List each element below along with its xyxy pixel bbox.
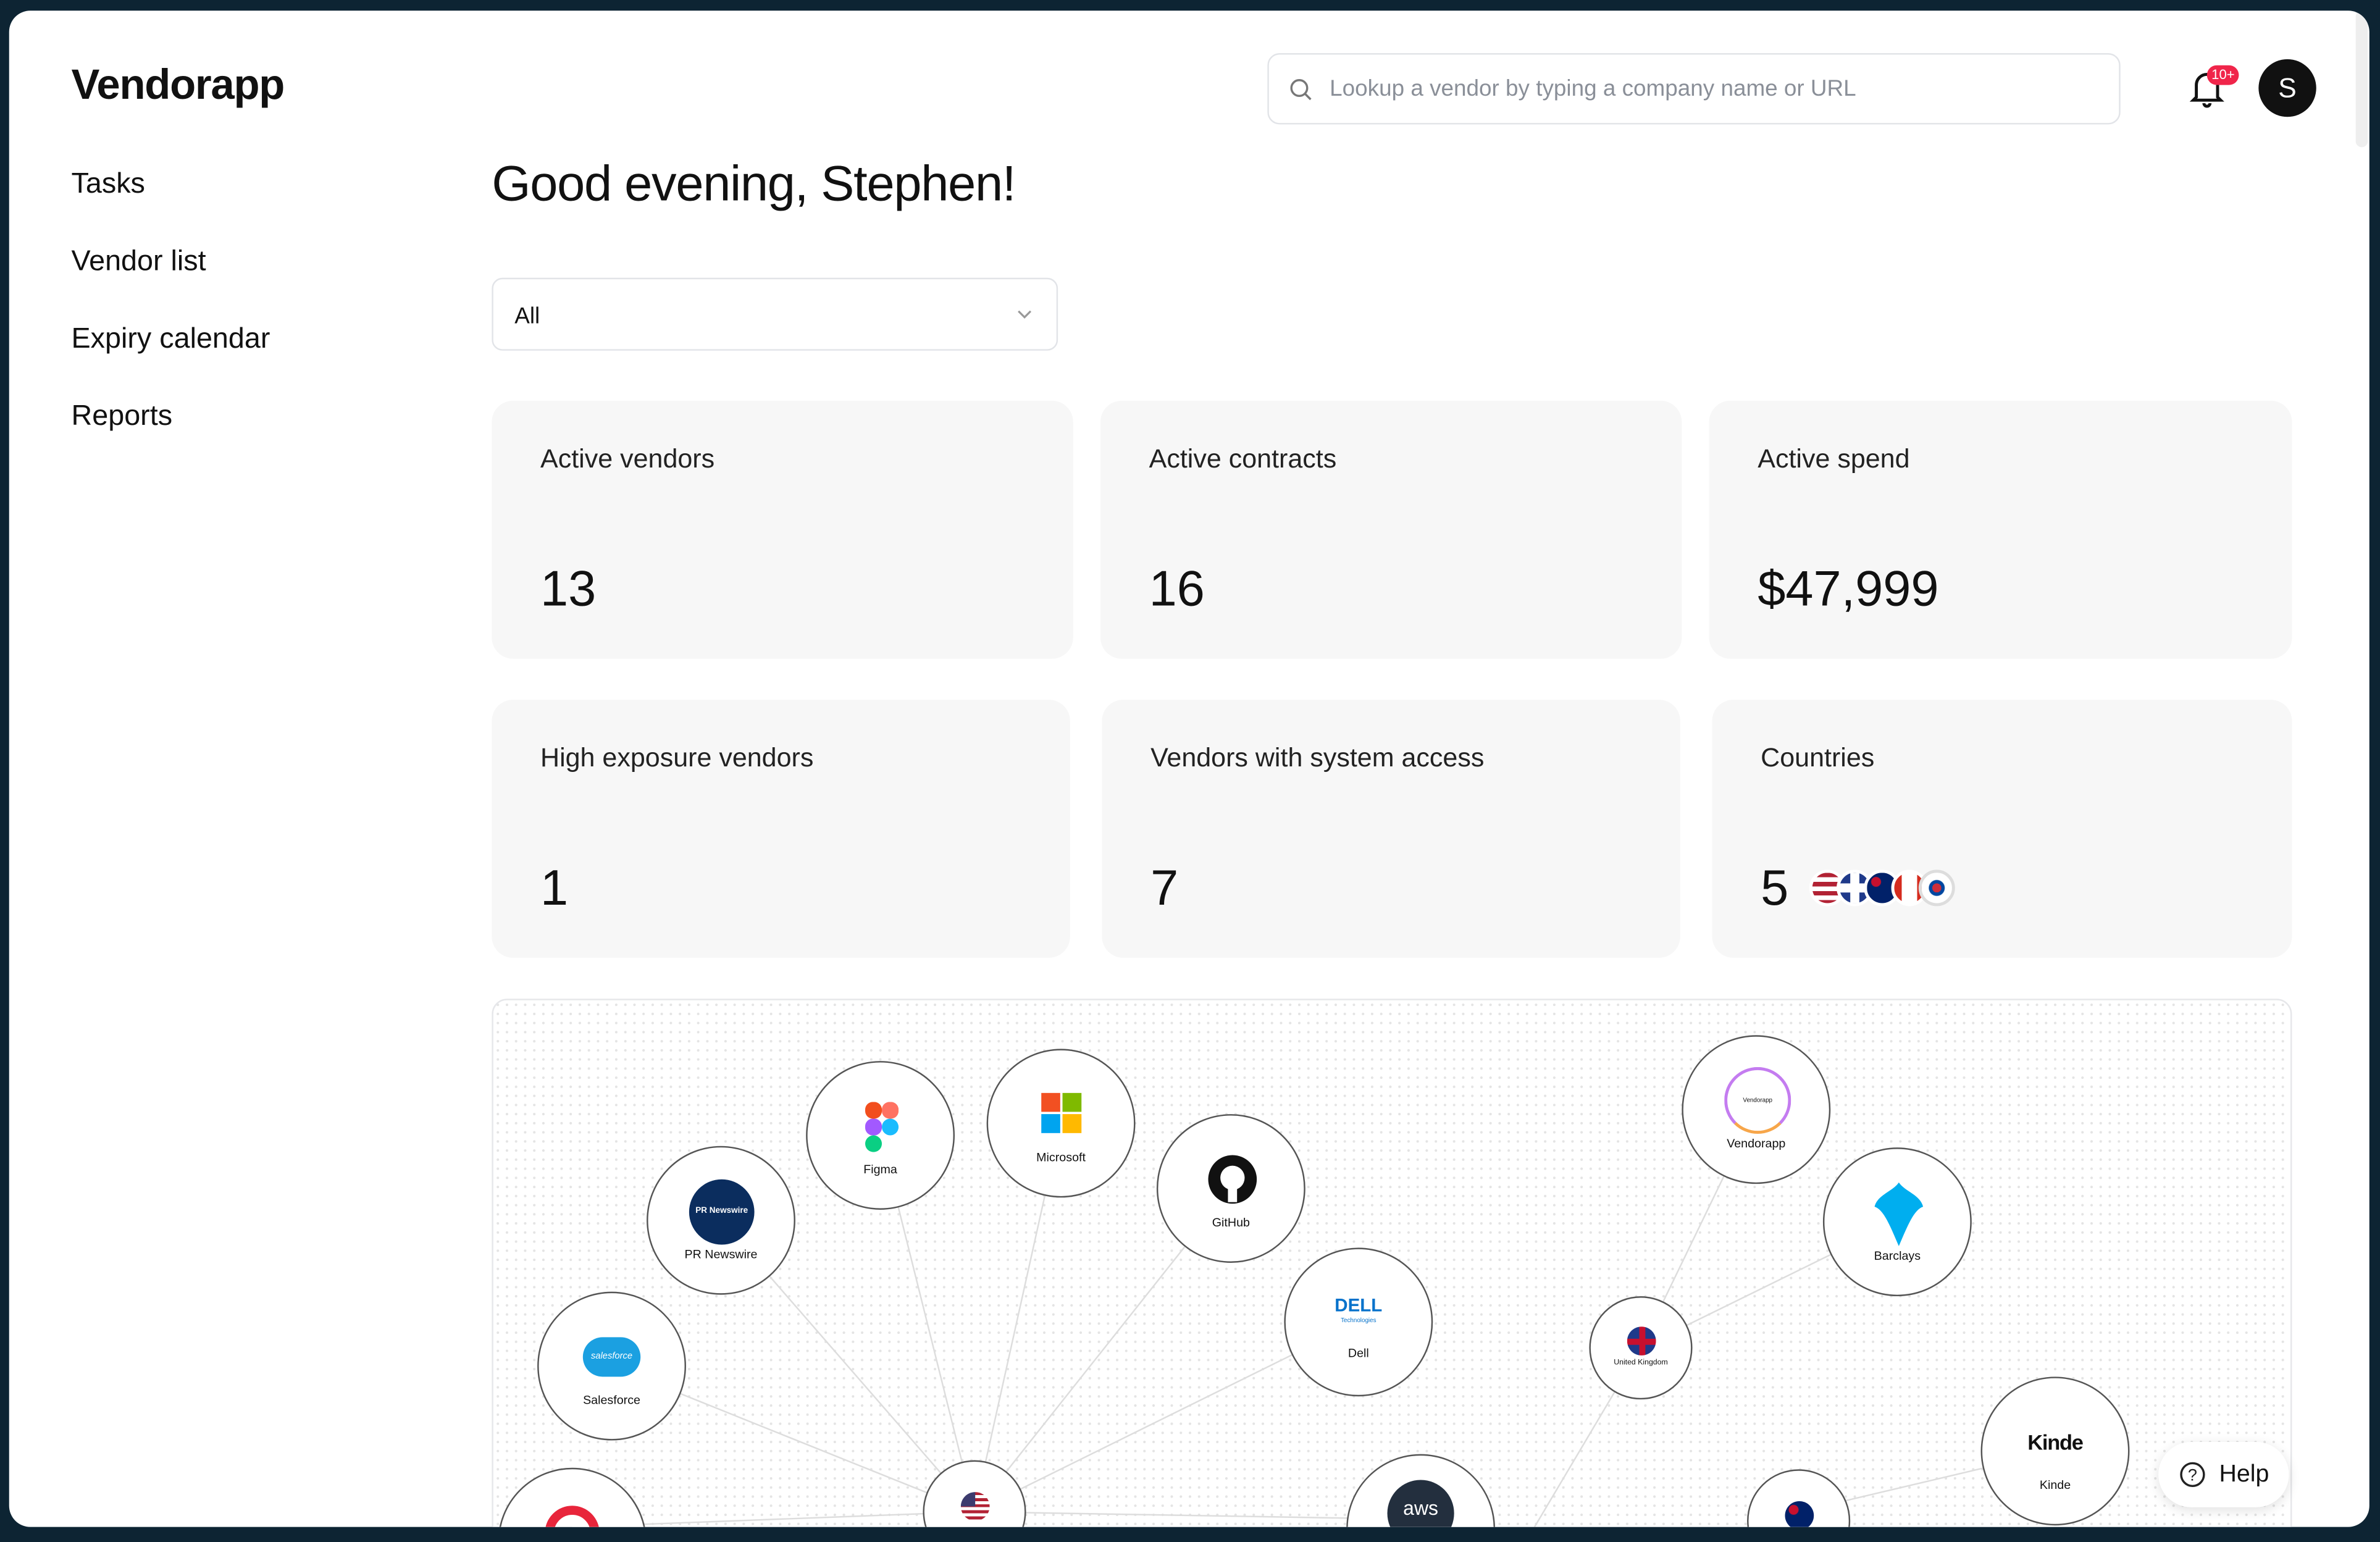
node-label: GitHub xyxy=(1212,1215,1250,1230)
node-label: Figma xyxy=(863,1162,897,1176)
card-active-vendors[interactable]: Active vendors 13 xyxy=(492,400,1073,659)
svg-text:?: ? xyxy=(2188,1466,2197,1485)
help-circle-icon: ? xyxy=(2180,1462,2205,1488)
flag-australia-icon xyxy=(1785,1501,1814,1527)
barclays-eagle-icon xyxy=(1874,1182,1924,1246)
notification-badge: 10+ xyxy=(2206,65,2240,85)
node-united-kingdom[interactable]: United Kingdom xyxy=(1589,1296,1693,1400)
card-value: 16 xyxy=(1149,559,1205,616)
card-value: 5 xyxy=(1761,859,1789,916)
filter-value: All xyxy=(514,303,540,330)
card-label: Active vendors xyxy=(540,443,715,474)
card-value: 13 xyxy=(540,559,597,616)
dell-logo-sub: Technologies xyxy=(1341,1315,1376,1324)
card-label: Active spend xyxy=(1758,443,1910,474)
app-window: Vendorapp Tasks Vendor list Expiry calen… xyxy=(9,10,2370,1527)
node-figma[interactable]: Figma xyxy=(806,1061,955,1210)
node-kinde[interactable]: Kinde Kinde xyxy=(1980,1376,2130,1526)
aws-logo: aws xyxy=(1387,1480,1454,1527)
card-label: High exposure vendors xyxy=(540,742,814,773)
card-active-spend[interactable]: Active spend $47,999 xyxy=(1709,400,2292,659)
figma-logo-icon xyxy=(865,1102,899,1152)
node-github[interactable]: GitHub xyxy=(1156,1114,1305,1263)
salesforce-logo: salesforce xyxy=(582,1337,641,1377)
search-icon xyxy=(1290,79,1312,101)
node-dell[interactable]: DELL Technologies Dell xyxy=(1284,1247,1433,1397)
node-label: Microsoft xyxy=(1036,1150,1086,1165)
card-value: 7 xyxy=(1150,859,1179,916)
flag-uk-icon xyxy=(1627,1326,1656,1356)
card-label: Vendors with system access xyxy=(1150,742,1485,773)
edge xyxy=(974,1511,1421,1520)
kinde-logo: Kinde xyxy=(2027,1430,2084,1454)
search-input[interactable] xyxy=(1330,54,2089,124)
node-label: Kinde xyxy=(2039,1478,2071,1493)
microsoft-logo-icon xyxy=(1041,1092,1082,1133)
node-label: United Kingdom xyxy=(1614,1358,1668,1368)
pr-newswire-logo: PR Newswire xyxy=(689,1179,755,1245)
node-barclays[interactable]: Barclays xyxy=(1822,1147,1972,1297)
node-pr-newswire[interactable]: PR Newswire PR Newswire xyxy=(647,1146,795,1295)
app-logo[interactable]: Vendorapp xyxy=(71,61,285,108)
chevron-down-icon xyxy=(1018,310,1032,319)
vendor-red-logo-icon xyxy=(545,1506,600,1527)
filter-select[interactable]: All xyxy=(492,277,1058,351)
node-microsoft[interactable]: Microsoft xyxy=(986,1049,1136,1198)
node-label: Barclays xyxy=(1874,1249,1921,1263)
card-value: $47,999 xyxy=(1758,559,1939,616)
node-vendorapp[interactable]: Vendorapp Vendorapp xyxy=(1682,1035,1831,1184)
sidebar-item-expiry-calendar[interactable]: Expiry calendar xyxy=(71,323,270,356)
vendor-graph[interactable]: Figma Microsoft GitHub PR Newswire PR Ne… xyxy=(492,999,2292,1527)
github-logo-icon xyxy=(1208,1155,1257,1204)
sidebar-item-vendor-list[interactable]: Vendor list xyxy=(71,246,206,278)
node-label: Vendorapp xyxy=(1727,1136,1786,1151)
sidebar-item-reports[interactable]: Reports xyxy=(71,400,173,433)
node-salesforce[interactable]: salesforce Salesforce xyxy=(537,1291,686,1441)
page-title: Good evening, Stephen! xyxy=(492,154,1016,211)
node-label: PR Newswire xyxy=(684,1247,758,1262)
help-label: Help xyxy=(2219,1461,2269,1488)
flag-south-korea-icon xyxy=(1919,869,1956,907)
avatar[interactable]: S xyxy=(2258,59,2316,117)
node-label: Dell xyxy=(1347,1346,1369,1360)
card-vendors-system-access[interactable]: Vendors with system access 7 xyxy=(1102,700,1680,958)
node-label: Salesforce xyxy=(583,1393,640,1407)
sidebar-item-tasks[interactable]: Tasks xyxy=(71,168,145,201)
card-countries[interactable]: Countries 5 xyxy=(1712,700,2292,958)
vendor-search[interactable] xyxy=(1267,53,2121,125)
card-high-exposure-vendors[interactable]: High exposure vendors 1 xyxy=(492,700,1070,958)
vendorapp-logo: Vendorapp xyxy=(1724,1066,1791,1134)
flag-us-icon xyxy=(960,1492,990,1521)
scrollbar[interactable] xyxy=(2355,10,2368,148)
help-button[interactable]: ? Help xyxy=(2158,1442,2289,1507)
dell-logo: DELL xyxy=(1335,1294,1383,1316)
card-active-contracts[interactable]: Active contracts 16 xyxy=(1100,400,1682,659)
card-value: 1 xyxy=(540,859,569,916)
card-label: Countries xyxy=(1761,742,1875,773)
card-label: Active contracts xyxy=(1149,443,1337,474)
